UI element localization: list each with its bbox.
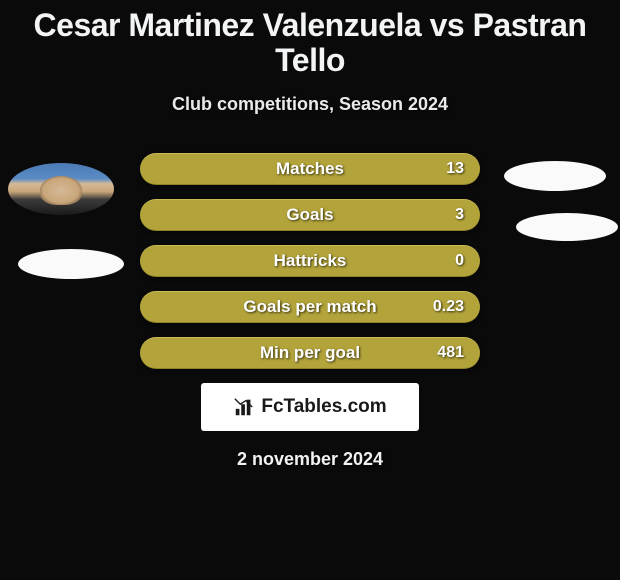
player-right-placeholder-oval-1 bbox=[504, 161, 606, 191]
comparison-card: Cesar Martinez Valenzuela vs Pastran Tel… bbox=[0, 0, 620, 478]
stat-value: 0 bbox=[455, 252, 464, 270]
stat-bar-matches: Matches 13 bbox=[140, 153, 480, 185]
fctables-logo[interactable]: FcTables.com bbox=[201, 383, 419, 431]
stat-label: Hattricks bbox=[274, 251, 347, 271]
date-label: 2 november 2024 bbox=[10, 449, 610, 470]
stat-bar-goals: Goals 3 bbox=[140, 199, 480, 231]
content-area: Matches 13 Goals 3 Hattricks 0 Goals per… bbox=[0, 153, 620, 470]
stat-value: 481 bbox=[437, 344, 464, 362]
stat-value: 13 bbox=[446, 160, 464, 178]
player-right-placeholder-oval-2 bbox=[516, 213, 618, 241]
stat-label: Goals per match bbox=[243, 297, 376, 317]
stat-value: 0.23 bbox=[433, 298, 464, 316]
stat-bar-min-per-goal: Min per goal 481 bbox=[140, 337, 480, 369]
subtitle: Club competitions, Season 2024 bbox=[0, 94, 620, 115]
player-left-placeholder-oval bbox=[18, 249, 124, 279]
stats-bars: Matches 13 Goals 3 Hattricks 0 Goals per… bbox=[140, 153, 480, 369]
page-title: Cesar Martinez Valenzuela vs Pastran Tel… bbox=[0, 8, 620, 78]
stat-bar-hattricks: Hattricks 0 bbox=[140, 245, 480, 277]
stat-bar-goals-per-match: Goals per match 0.23 bbox=[140, 291, 480, 323]
stat-label: Min per goal bbox=[260, 343, 360, 363]
logo-text: FcTables.com bbox=[261, 396, 386, 418]
bar-chart-icon bbox=[233, 396, 255, 418]
player-left-avatar bbox=[8, 163, 114, 215]
stat-label: Matches bbox=[276, 159, 344, 179]
stat-label: Goals bbox=[286, 205, 333, 225]
stat-value: 3 bbox=[455, 206, 464, 224]
